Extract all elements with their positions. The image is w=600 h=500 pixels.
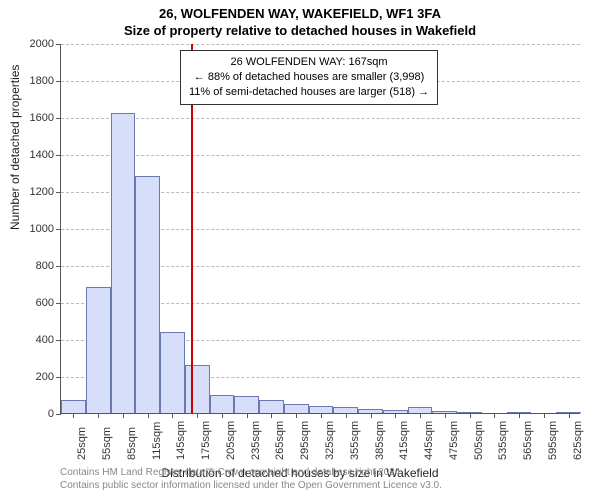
chart-area: 26 WOLFENDEN WAY: 167sqm ← 88% of detach…: [60, 44, 580, 414]
xtick-mark: [569, 413, 570, 418]
xtick-mark: [445, 413, 446, 418]
xtick-label: 325sqm: [324, 421, 336, 460]
histogram-bar: [234, 396, 259, 413]
xtick-label: 205sqm: [225, 421, 237, 460]
histogram-bar: [86, 287, 111, 413]
chart-container: 26, WOLFENDEN WAY, WAKEFIELD, WF1 3FA Si…: [0, 0, 600, 500]
annotation-box: 26 WOLFENDEN WAY: 167sqm ← 88% of detach…: [180, 50, 438, 105]
ytick-mark: [56, 155, 61, 156]
footer-line1: Contains HM Land Registry data © Crown c…: [60, 466, 442, 479]
xtick-mark: [494, 413, 495, 418]
histogram-bar: [111, 113, 136, 413]
ytick-mark: [56, 340, 61, 341]
ytick-mark: [56, 192, 61, 193]
xtick-label: 415sqm: [398, 421, 410, 460]
xtick-label: 355sqm: [349, 421, 361, 460]
ytick-label: 0: [48, 408, 54, 420]
histogram-bar: [284, 404, 309, 413]
ytick-mark: [56, 414, 61, 415]
histogram-bar: [135, 176, 160, 413]
chart-title-desc: Size of property relative to detached ho…: [0, 21, 600, 38]
xtick-label: 535sqm: [497, 421, 509, 460]
xtick-label: 385sqm: [374, 421, 386, 460]
xtick-label: 475sqm: [448, 421, 460, 460]
xtick-mark: [296, 413, 297, 418]
histogram-bar: [160, 332, 185, 413]
annotation-line2: ← 88% of detached houses are smaller (3,…: [189, 70, 429, 85]
ytick-label: 2000: [30, 38, 54, 50]
xtick-label: 85sqm: [126, 427, 138, 460]
xtick-label: 175sqm: [200, 421, 212, 460]
gridline-h: [61, 155, 580, 156]
ytick-label: 600: [36, 297, 54, 309]
footer-line2: Contains public sector information licen…: [60, 479, 442, 492]
xtick-label: 505sqm: [473, 421, 485, 460]
ytick-label: 800: [36, 260, 54, 272]
ytick-mark: [56, 44, 61, 45]
xtick-mark: [222, 413, 223, 418]
ytick-label: 400: [36, 334, 54, 346]
xtick-mark: [544, 413, 545, 418]
annotation-line1: 26 WOLFENDEN WAY: 167sqm: [189, 55, 429, 70]
ytick-label: 1800: [30, 75, 54, 87]
xtick-mark: [148, 413, 149, 418]
xtick-label: 115sqm: [151, 422, 163, 460]
ytick-mark: [56, 377, 61, 378]
ytick-label: 200: [36, 371, 54, 383]
xtick-mark: [172, 413, 173, 418]
histogram-bar: [61, 400, 86, 413]
ytick-mark: [56, 303, 61, 304]
xtick-mark: [98, 413, 99, 418]
xtick-mark: [123, 413, 124, 418]
gridline-h: [61, 118, 580, 119]
histogram-bar: [210, 395, 235, 414]
xtick-mark: [321, 413, 322, 418]
ytick-label: 1200: [30, 186, 54, 198]
xtick-mark: [271, 413, 272, 418]
xtick-label: 595sqm: [547, 421, 559, 460]
xtick-mark: [73, 413, 74, 418]
ytick-label: 1600: [30, 112, 54, 124]
xtick-label: 265sqm: [274, 421, 286, 460]
xtick-label: 295sqm: [299, 421, 311, 460]
xtick-mark: [197, 413, 198, 418]
ytick-label: 1000: [30, 223, 54, 235]
xtick-mark: [519, 413, 520, 418]
xtick-label: 565sqm: [522, 421, 534, 460]
xtick-mark: [395, 413, 396, 418]
histogram-bar: [309, 406, 334, 413]
xtick-mark: [470, 413, 471, 418]
xtick-label: 445sqm: [423, 421, 435, 460]
xtick-label: 145sqm: [175, 421, 187, 460]
xtick-label: 55sqm: [101, 427, 113, 460]
xtick-label: 625sqm: [572, 421, 584, 460]
ytick-mark: [56, 81, 61, 82]
ytick-mark: [56, 229, 61, 230]
chart-title-address: 26, WOLFENDEN WAY, WAKEFIELD, WF1 3FA: [0, 0, 600, 21]
xtick-label: 25sqm: [76, 427, 88, 460]
ytick-mark: [56, 266, 61, 267]
gridline-h: [61, 44, 580, 45]
y-axis-label: Number of detached properties: [8, 65, 22, 230]
xtick-mark: [371, 413, 372, 418]
histogram-bar: [259, 400, 284, 413]
ytick-mark: [56, 118, 61, 119]
xtick-mark: [247, 413, 248, 418]
xtick-mark: [346, 413, 347, 418]
histogram-bar: [185, 365, 210, 413]
footer-attribution: Contains HM Land Registry data © Crown c…: [60, 466, 442, 492]
ytick-label: 1400: [30, 149, 54, 161]
xtick-mark: [420, 413, 421, 418]
annotation-line3: 11% of semi-detached houses are larger (…: [189, 85, 429, 100]
xtick-label: 235sqm: [250, 421, 262, 460]
